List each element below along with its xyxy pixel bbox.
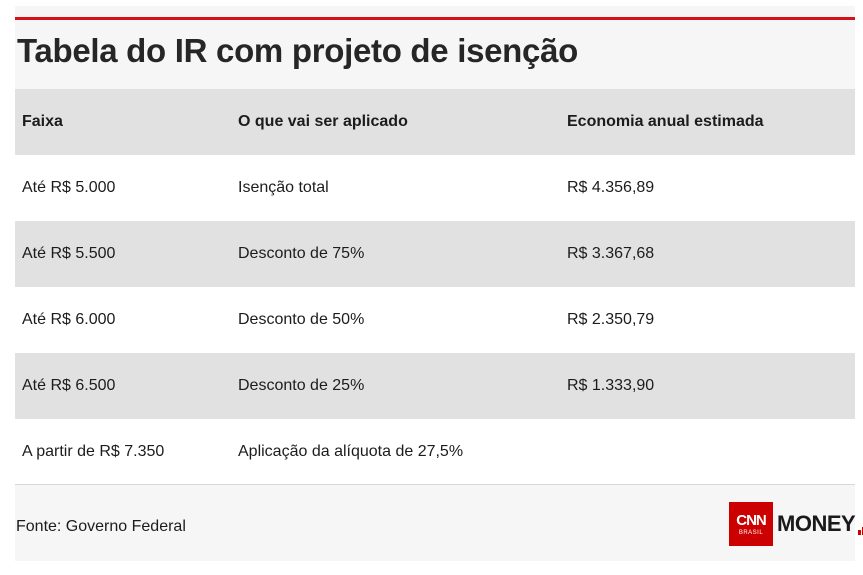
cell-aplicado: Desconto de 50% bbox=[238, 311, 365, 328]
table-card: Tabela do IR com projeto de isenção Faix… bbox=[15, 6, 863, 561]
cell-faixa: A partir de R$ 7.350 bbox=[22, 443, 165, 460]
ir-table: Faixa O que vai ser aplicado Economia an… bbox=[15, 89, 855, 485]
cell-faixa: Até R$ 6.500 bbox=[22, 377, 116, 394]
brasil-logo-text: BRASIL bbox=[738, 529, 764, 536]
page-title: Tabela do IR com projeto de isenção bbox=[17, 32, 579, 69]
cell-aplicado: Desconto de 25% bbox=[238, 377, 365, 394]
cell-faixa: Até R$ 5.000 bbox=[22, 179, 116, 196]
cnn-brasil-logo: CNN BRASIL bbox=[729, 502, 773, 546]
table-header-row: Faixa O que vai ser aplicado Economia an… bbox=[15, 89, 855, 155]
column-header-aplicado: O que vai ser aplicado bbox=[238, 113, 408, 130]
cell-faixa: Até R$ 5.500 bbox=[22, 245, 116, 262]
table-row: Até R$ 6.500 Desconto de 25% R$ 1.333,90 bbox=[15, 353, 855, 419]
footer-divider bbox=[15, 484, 855, 485]
cnn-logo-text: CNN bbox=[736, 511, 766, 529]
table-row: Até R$ 6.000 Desconto de 50% R$ 2.350,79 bbox=[15, 287, 855, 353]
cnn-money-logo: CNN BRASIL MONEY bbox=[729, 502, 863, 546]
column-header-economia: Economia anual estimada bbox=[567, 113, 764, 130]
cell-economia: R$ 2.350,79 bbox=[567, 311, 655, 328]
source-note: Fonte: Governo Federal bbox=[16, 518, 186, 535]
accent-bar bbox=[15, 17, 855, 20]
cell-aplicado: Isenção total bbox=[238, 179, 329, 196]
table-row: Até R$ 5.500 Desconto de 75% R$ 3.367,68 bbox=[15, 221, 855, 287]
table-row: A partir de R$ 7.350 Aplicação da alíquo… bbox=[15, 419, 855, 485]
cell-aplicado: Aplicação da alíquota de 27,5% bbox=[238, 443, 464, 460]
money-logo-text: MONEY bbox=[777, 511, 856, 536]
table-row: Até R$ 5.000 Isenção total R$ 4.356,89 bbox=[15, 155, 855, 221]
cell-economia: R$ 1.333,90 bbox=[567, 377, 655, 394]
cell-economia: R$ 3.367,68 bbox=[567, 245, 655, 262]
column-header-faixa: Faixa bbox=[22, 113, 63, 130]
cell-aplicado: Desconto de 75% bbox=[238, 245, 365, 262]
cell-economia: R$ 4.356,89 bbox=[567, 179, 655, 196]
bar-chart-icon bbox=[858, 523, 863, 535]
cell-economia bbox=[560, 419, 855, 485]
cell-faixa: Até R$ 6.000 bbox=[22, 311, 116, 328]
